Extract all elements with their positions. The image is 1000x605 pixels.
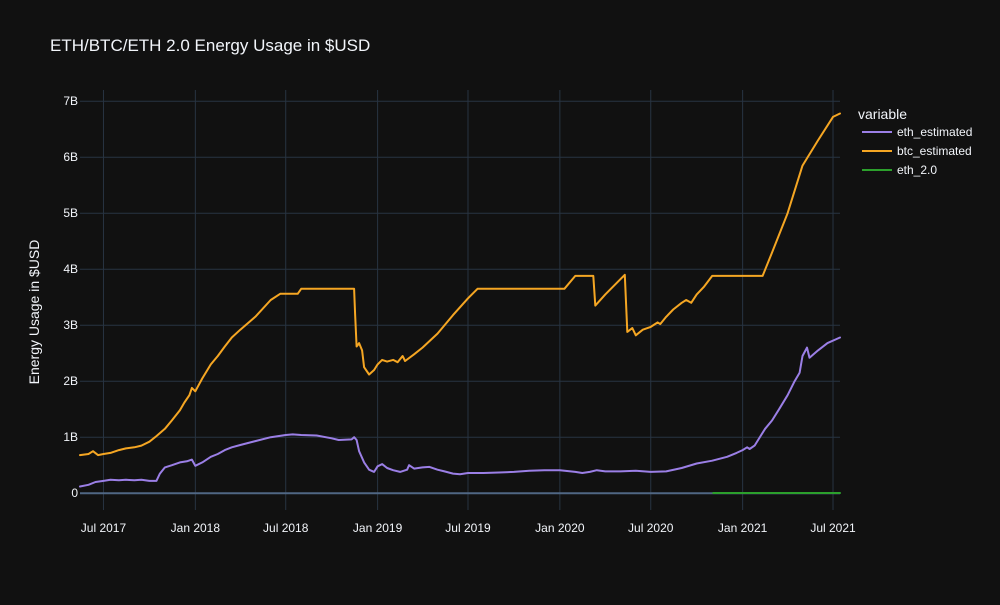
y-tick-label: 0 [71,486,78,500]
x-axis: Jul 2017 Jan 2018 Jul 2018 Jan 2019 Jul 2019… [81,521,856,535]
x-tick-label: Jan 2018 [171,521,221,535]
series-line-eth-estimated[interactable] [79,336,841,488]
grid-layer [80,90,840,510]
legend-item-eth-2-0[interactable]: eth_2.0 [862,163,937,177]
y-tick-label: 4B [63,262,78,276]
x-tick-label: Jan 2020 [535,521,585,535]
legend-label: eth_2.0 [897,163,937,177]
y-tick-label: 2B [63,374,78,388]
x-tick-label: Jan 2019 [353,521,403,535]
legend-item-btc-estimated[interactable]: btc_estimated [862,144,972,158]
x-tick-label: Jul 2018 [263,521,309,535]
y-axis-title: Energy Usage in $USD [26,240,42,385]
series-layer [79,112,841,494]
legend-items: eth_estimated btc_estimated eth_2.0 [862,125,972,177]
x-tick-label: Jul 2019 [445,521,491,535]
legend-label: eth_estimated [897,125,972,139]
x-tick-label: Jul 2017 [81,521,127,535]
x-tick-label: Jan 2021 [718,521,768,535]
x-tick-label: Jul 2021 [810,521,856,535]
legend-label: btc_estimated [897,144,972,158]
y-tick-label: 3B [63,318,78,332]
legend-item-eth-estimated[interactable]: eth_estimated [862,125,972,139]
chart-title: ETH/BTC/ETH 2.0 Energy Usage in $USD [50,36,370,55]
y-axis: 0 1B 2B 3B 4B 5B 6B 7B [63,94,78,500]
y-tick-label: 1B [63,430,78,444]
y-tick-label: 7B [63,94,78,108]
legend-title: variable [858,106,907,122]
series-line-btc-estimated[interactable] [79,112,841,457]
y-tick-label: 6B [63,150,78,164]
y-tick-label: 5B [63,206,78,220]
x-tick-label: Jul 2020 [628,521,674,535]
legend[interactable]: variable eth_estimated btc_estimated eth_2… [858,106,972,177]
